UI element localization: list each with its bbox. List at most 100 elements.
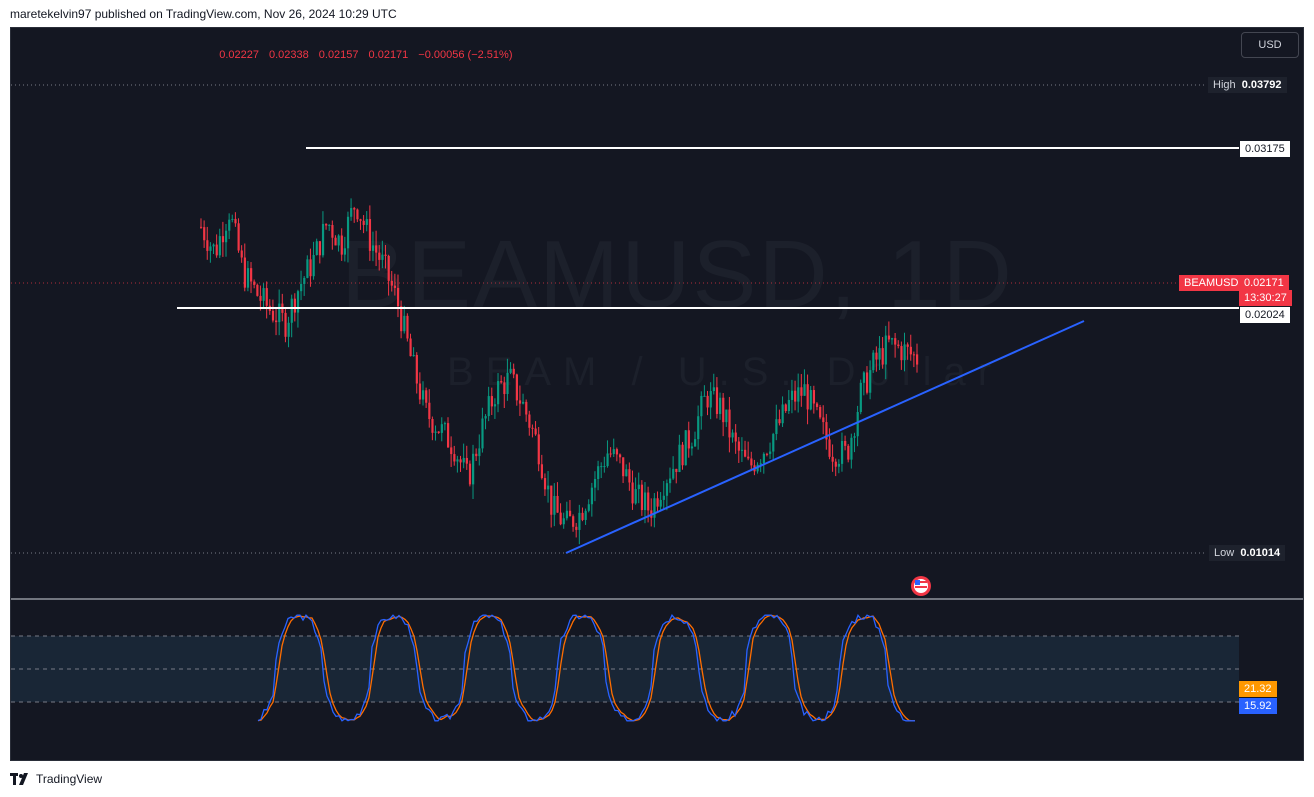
candle-body xyxy=(431,419,434,433)
candle-body xyxy=(612,449,615,454)
candle-body xyxy=(681,444,684,466)
candle-body xyxy=(231,218,234,220)
candle-body xyxy=(578,512,581,530)
candle-body xyxy=(300,283,303,292)
candle-body xyxy=(475,453,478,457)
candle-body xyxy=(872,352,875,371)
candle-body xyxy=(834,461,837,467)
candle-body xyxy=(844,440,847,446)
candle-body xyxy=(806,384,809,410)
candle-body xyxy=(875,352,878,360)
ohlc-change: −0.00056 (−2.51%) xyxy=(418,49,513,61)
candle-body xyxy=(459,459,462,463)
candle-body xyxy=(321,223,325,256)
stoch-d-tag: 15.92 xyxy=(1239,698,1277,714)
candle-body xyxy=(903,344,906,361)
candle-body xyxy=(418,383,422,400)
candle-body xyxy=(493,404,497,407)
candle-body xyxy=(306,259,309,278)
candle-body xyxy=(421,390,425,400)
candle-body xyxy=(678,444,681,473)
candle-body xyxy=(412,354,415,357)
candle-body xyxy=(587,504,590,511)
candle-body xyxy=(293,298,296,313)
candle-body xyxy=(393,285,397,288)
candle-body xyxy=(747,456,750,459)
stoch-k-line xyxy=(257,613,915,722)
candle-body xyxy=(622,457,625,477)
tradingview-logo-icon xyxy=(10,773,28,785)
rising-trendline xyxy=(565,320,1085,554)
candle-body xyxy=(606,453,609,467)
candle-body xyxy=(353,208,356,210)
candle-body xyxy=(478,448,481,457)
candle-body xyxy=(765,453,769,455)
candle-body xyxy=(409,338,412,357)
candle-body xyxy=(647,492,650,511)
candle-body xyxy=(487,396,490,417)
candle-body xyxy=(706,395,709,408)
candle-body xyxy=(434,431,437,433)
candle-body xyxy=(525,401,528,415)
currency-button[interactable]: USD xyxy=(1241,32,1299,58)
candle-body xyxy=(515,374,518,401)
candle-body xyxy=(556,495,559,513)
candle-body xyxy=(869,370,872,393)
candle-body xyxy=(759,463,762,465)
candle-body xyxy=(603,466,606,468)
candle-body xyxy=(437,431,440,433)
candle-body xyxy=(856,412,859,437)
candle-body xyxy=(243,257,246,288)
candle-body xyxy=(897,344,900,347)
candle-body xyxy=(362,220,365,225)
candle-body xyxy=(697,416,700,440)
candle-body xyxy=(581,512,584,520)
candle-body xyxy=(668,478,672,484)
candle-body xyxy=(631,482,634,504)
candle-body xyxy=(278,303,281,323)
candle-body xyxy=(784,404,787,412)
candle-body xyxy=(403,315,406,332)
candle-body xyxy=(725,409,728,423)
candle-body xyxy=(387,255,390,281)
candle-body xyxy=(537,434,540,465)
candle-body xyxy=(865,372,869,393)
candle-body xyxy=(522,401,525,404)
candle-body xyxy=(337,235,340,246)
candle-body xyxy=(772,434,775,452)
candle-body xyxy=(815,403,819,407)
candle-body xyxy=(803,384,806,396)
candle-body xyxy=(659,499,662,507)
chart-area[interactable]: BEAMUSD, 1D BEAM / U.S. Dollar 0.02227 0.… xyxy=(10,27,1304,761)
candle-body xyxy=(550,485,553,515)
candle-body xyxy=(887,335,891,340)
tradingview-brand: TradingView xyxy=(36,772,103,786)
price-chart[interactable] xyxy=(11,28,1304,761)
candle-body xyxy=(406,315,409,339)
candle-body xyxy=(256,284,259,296)
candle-body xyxy=(797,387,800,402)
candle-body xyxy=(653,498,656,518)
candle-body xyxy=(634,489,637,504)
candle-body xyxy=(656,498,659,507)
candle-body xyxy=(237,223,240,251)
candle-body xyxy=(728,409,731,438)
stoch-band xyxy=(11,636,1239,702)
us-flag-icon[interactable] xyxy=(911,576,931,596)
candle-body xyxy=(840,440,844,464)
candle-body xyxy=(584,510,587,520)
candle-body xyxy=(862,372,866,383)
candle-body xyxy=(894,338,897,345)
candle-body xyxy=(325,223,328,226)
candle-body xyxy=(259,295,262,301)
candle-body xyxy=(643,492,647,511)
candle-body xyxy=(609,453,612,455)
candle-body xyxy=(847,445,850,460)
tradingview-footer[interactable]: TradingView xyxy=(10,772,102,786)
symbol-description-watermark: BEAM / U.S. Dollar xyxy=(447,350,1004,394)
candle-body xyxy=(562,518,565,525)
candle-body xyxy=(593,479,597,488)
candle-body xyxy=(318,241,322,256)
candle-body xyxy=(859,382,862,413)
candle-body xyxy=(553,495,556,515)
